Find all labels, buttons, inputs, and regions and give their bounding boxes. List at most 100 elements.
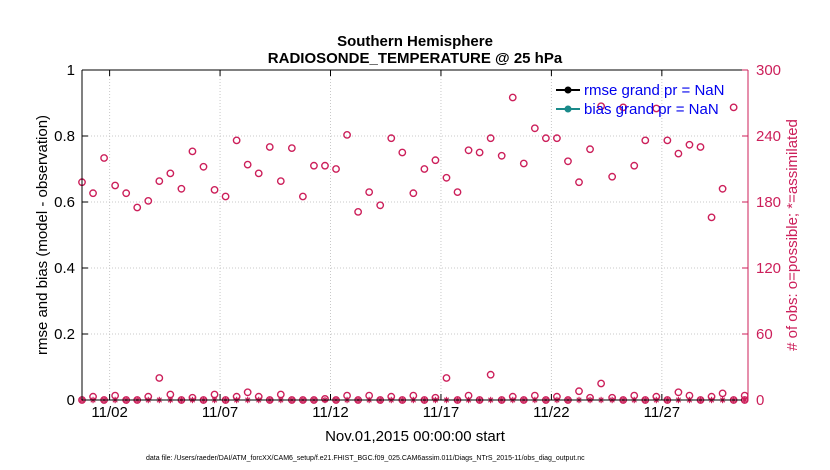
y-tick-label-left: 0.8 [54, 128, 75, 145]
obs-possible-point [475, 148, 484, 157]
obs-possible-point [453, 188, 462, 197]
legend-rmse-marker [564, 86, 572, 94]
obs-possible-point [674, 388, 683, 397]
obs-possible-point [321, 161, 329, 170]
obs-possible-point [497, 151, 506, 160]
obs-possible-point [718, 389, 727, 398]
obs-possible-point [652, 104, 661, 113]
obs-possible-point [199, 162, 208, 171]
obs-possible-point [133, 203, 142, 212]
obs-possible-point [530, 124, 539, 133]
legend-rmse-label: rmse grand pr = NaN [584, 82, 724, 99]
legend: rmse grand pr = NaN bias grand pr = NaN [556, 82, 724, 118]
obs-possible-point [343, 130, 351, 139]
x-tick-label: 11/17 [423, 404, 459, 421]
obs-possible-point [431, 156, 440, 165]
obs-possible-point [298, 192, 307, 201]
obs-possible-point [586, 145, 594, 154]
obs-possible-point [420, 165, 429, 173]
x-tick-label: 11/22 [533, 404, 569, 421]
obs-possible-point [597, 102, 606, 111]
obs-possible-point [254, 169, 263, 178]
obs-possible-point [365, 188, 374, 197]
y-tick-label-right: 60 [756, 326, 773, 343]
obs-possible-point [663, 136, 672, 145]
obs-possible-point [166, 169, 175, 178]
obs-possible-point [376, 201, 385, 210]
obs-possible-point [619, 103, 628, 112]
chart-title: Southern Hemisphere [337, 33, 493, 50]
obs-possible-point [398, 148, 407, 157]
obs-possible-point [575, 178, 583, 187]
obs-possible-point [674, 149, 683, 158]
y-axis-label-left: rmse and bias (model - observation) [34, 115, 51, 355]
obs-possible-point [276, 177, 285, 186]
y-tick-label-left: 0.6 [54, 194, 75, 211]
x-tick-label: 11/07 [202, 404, 238, 421]
y-tick-label-right: 0 [756, 392, 764, 409]
obs-possible-point [519, 159, 528, 168]
obs-possible-point [553, 134, 561, 143]
obs-possible-point [232, 136, 241, 145]
obs-possible-point [221, 192, 230, 201]
legend-bias-label: bias grand pr = NaN [584, 101, 719, 118]
obs-possible-point [707, 213, 716, 222]
chart-subtitle: RADIOSONDE_TEMPERATURE @ 25 hPa [268, 50, 563, 67]
obs-possible-point [122, 189, 131, 198]
plot-area [82, 70, 748, 400]
obs-possible-point [409, 189, 418, 198]
obs-possible-point [144, 196, 153, 205]
obs-possible-point [387, 134, 396, 143]
obs-possible-point [508, 93, 517, 102]
obs-possible-point [210, 185, 219, 194]
axes-layer: 0 0.2 0.4 0.6 0.8 1 0 60 120 180 240 300 11/02 11/07 1… [54, 62, 781, 421]
x-axis-label: Nov.01,2015 00:00:00 start [325, 428, 506, 445]
footnote: data file: /Users/raeder/DAI/ATM_forcXX/… [146, 455, 585, 462]
obs-possible-point [310, 161, 318, 170]
x-tick-label: 11/02 [91, 404, 127, 421]
obs-possible-point [155, 374, 164, 382]
y-tick-label-right: 180 [756, 194, 781, 211]
obs-possible-point [100, 154, 108, 162]
obs-possible-point [486, 134, 495, 143]
obs-possible-point [177, 184, 186, 193]
obs-possible-point [287, 144, 296, 153]
obs-possible-point [111, 181, 120, 190]
obs-possible-point [608, 172, 617, 181]
obs-possible-point [597, 379, 606, 388]
obs-possible-point [243, 160, 252, 169]
x-tick-label: 11/27 [644, 404, 680, 421]
y-tick-label-right: 240 [756, 128, 781, 145]
obs-possible-point [729, 103, 738, 112]
y-tick-label-left: 1 [67, 62, 75, 79]
obs-possible-point [155, 177, 164, 186]
obs-possible-point [685, 140, 694, 149]
y-tick-label-right: 120 [756, 260, 781, 277]
y-tick-label-right: 300 [756, 62, 781, 79]
obs-possible-point [718, 184, 727, 193]
obs-possible-point [464, 146, 473, 155]
obs-possible-point [564, 157, 572, 166]
obs-possible-point [696, 143, 705, 151]
y-tick-label-left: 0.4 [54, 260, 75, 277]
y-axis-label-right: # of obs: o=possible; *=assimilated [784, 119, 801, 351]
obs-possible-point [354, 207, 363, 216]
obs-possible-point [243, 388, 252, 397]
x-tick-label: 11/12 [312, 404, 348, 421]
y-tick-label-left: 0.2 [54, 326, 75, 343]
obs-possible-point [630, 161, 639, 170]
obs-possible-point [641, 136, 650, 145]
legend-bias-marker [564, 105, 572, 113]
grid-layer [82, 70, 748, 400]
y-tick-label-left: 0 [67, 392, 75, 409]
obs-possible-point [332, 165, 340, 173]
obs-possible-point [265, 143, 274, 151]
obs-possible-point [188, 147, 197, 156]
obs-possible-point [442, 173, 451, 182]
obs-possible-point [442, 374, 451, 382]
obs-possible-point [89, 189, 97, 198]
obs-possible-point [575, 387, 583, 396]
obs-possible-point [541, 134, 550, 143]
obs-possible-point [486, 370, 495, 379]
